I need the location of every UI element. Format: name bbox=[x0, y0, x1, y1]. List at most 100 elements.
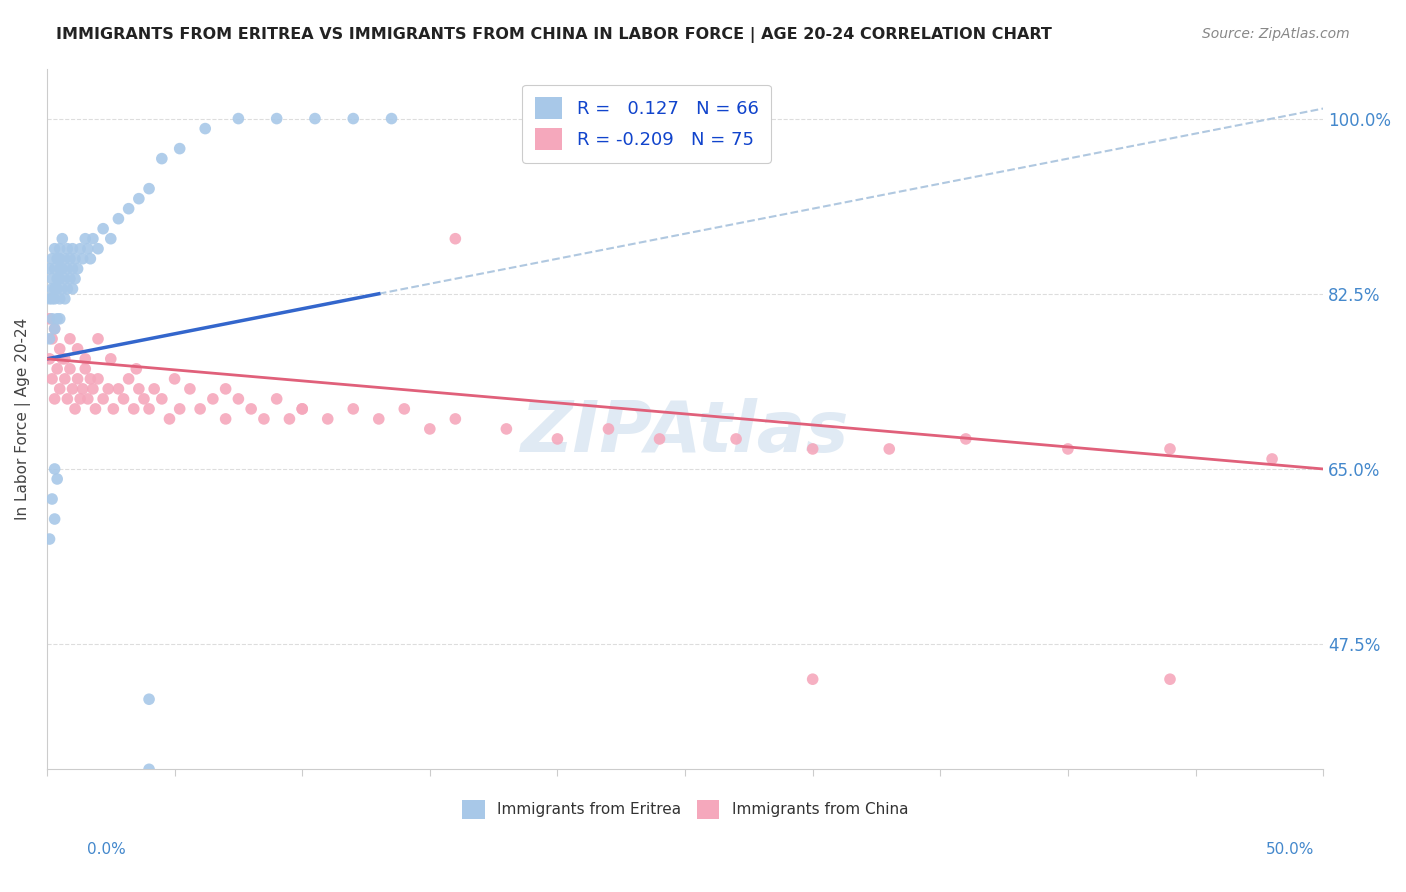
Point bbox=[59, 272, 82, 286]
Point bbox=[72, 382, 94, 396]
Point bbox=[801, 672, 824, 686]
Point bbox=[117, 372, 139, 386]
Point bbox=[48, 252, 70, 266]
Point bbox=[76, 392, 98, 406]
Point bbox=[122, 401, 145, 416]
Point bbox=[107, 211, 129, 226]
Point bbox=[46, 362, 69, 376]
Point bbox=[1159, 672, 1181, 686]
Point bbox=[75, 351, 97, 366]
Point bbox=[75, 362, 97, 376]
Point bbox=[48, 272, 70, 286]
Point bbox=[66, 372, 89, 386]
Point bbox=[53, 372, 76, 386]
Point bbox=[38, 532, 60, 546]
Point bbox=[38, 332, 60, 346]
Text: Source: ZipAtlas.com: Source: ZipAtlas.com bbox=[1202, 27, 1350, 41]
Point bbox=[62, 242, 84, 256]
Point bbox=[316, 412, 339, 426]
Point bbox=[91, 221, 114, 235]
Point bbox=[41, 311, 63, 326]
Point bbox=[380, 112, 402, 126]
Point bbox=[51, 232, 73, 246]
Point bbox=[46, 311, 69, 326]
Point bbox=[46, 472, 69, 486]
Text: 0.0%: 0.0% bbox=[87, 842, 127, 856]
Point bbox=[112, 392, 135, 406]
Point bbox=[48, 311, 70, 326]
Point bbox=[62, 382, 84, 396]
Point bbox=[69, 392, 91, 406]
Point bbox=[59, 252, 82, 266]
Point bbox=[41, 252, 63, 266]
Y-axis label: In Labor Force | Age 20-24: In Labor Force | Age 20-24 bbox=[15, 318, 31, 520]
Point bbox=[955, 432, 977, 446]
Point bbox=[56, 282, 79, 296]
Point bbox=[56, 392, 79, 406]
Point bbox=[150, 152, 173, 166]
Point bbox=[240, 401, 263, 416]
Point bbox=[100, 232, 122, 246]
Point bbox=[56, 242, 79, 256]
Point bbox=[342, 112, 364, 126]
Point bbox=[38, 292, 60, 306]
Point bbox=[103, 401, 125, 416]
Point bbox=[46, 272, 69, 286]
Point bbox=[107, 382, 129, 396]
Point bbox=[201, 392, 224, 406]
Point bbox=[59, 362, 82, 376]
Point bbox=[138, 401, 160, 416]
Legend: Immigrants from Eritrea, Immigrants from China: Immigrants from Eritrea, Immigrants from… bbox=[456, 794, 914, 825]
Point bbox=[79, 252, 101, 266]
Point bbox=[38, 261, 60, 276]
Point bbox=[598, 422, 620, 436]
Point bbox=[48, 292, 70, 306]
Point bbox=[75, 232, 97, 246]
Point bbox=[44, 392, 66, 406]
Point bbox=[41, 332, 63, 346]
Point bbox=[44, 322, 66, 336]
Point bbox=[69, 242, 91, 256]
Point bbox=[82, 232, 104, 246]
Point bbox=[188, 401, 211, 416]
Point bbox=[44, 462, 66, 476]
Point bbox=[76, 242, 98, 256]
Point bbox=[48, 342, 70, 356]
Point bbox=[253, 412, 276, 426]
Point bbox=[51, 261, 73, 276]
Point bbox=[138, 692, 160, 706]
Point bbox=[79, 372, 101, 386]
Point bbox=[725, 432, 748, 446]
Point bbox=[44, 292, 66, 306]
Point bbox=[546, 432, 568, 446]
Point bbox=[138, 762, 160, 776]
Point bbox=[266, 112, 288, 126]
Point bbox=[169, 142, 191, 156]
Text: IMMIGRANTS FROM ERITREA VS IMMIGRANTS FROM CHINA IN LABOR FORCE | AGE 20-24 CORR: IMMIGRANTS FROM ERITREA VS IMMIGRANTS FR… bbox=[56, 27, 1052, 43]
Point bbox=[87, 332, 110, 346]
Point bbox=[143, 382, 166, 396]
Point bbox=[444, 232, 467, 246]
Point bbox=[801, 442, 824, 456]
Point bbox=[291, 401, 314, 416]
Point bbox=[51, 282, 73, 296]
Point bbox=[82, 382, 104, 396]
Point bbox=[59, 332, 82, 346]
Point bbox=[179, 382, 201, 396]
Point bbox=[48, 242, 70, 256]
Point bbox=[117, 202, 139, 216]
Point bbox=[87, 372, 110, 386]
Point bbox=[46, 282, 69, 296]
Point bbox=[169, 401, 191, 416]
Point bbox=[138, 181, 160, 195]
Point bbox=[41, 272, 63, 286]
Point bbox=[41, 292, 63, 306]
Point bbox=[56, 261, 79, 276]
Point bbox=[62, 282, 84, 296]
Point bbox=[304, 112, 326, 126]
Point bbox=[72, 252, 94, 266]
Point bbox=[278, 412, 301, 426]
Point bbox=[291, 401, 314, 416]
Point bbox=[266, 392, 288, 406]
Point bbox=[41, 372, 63, 386]
